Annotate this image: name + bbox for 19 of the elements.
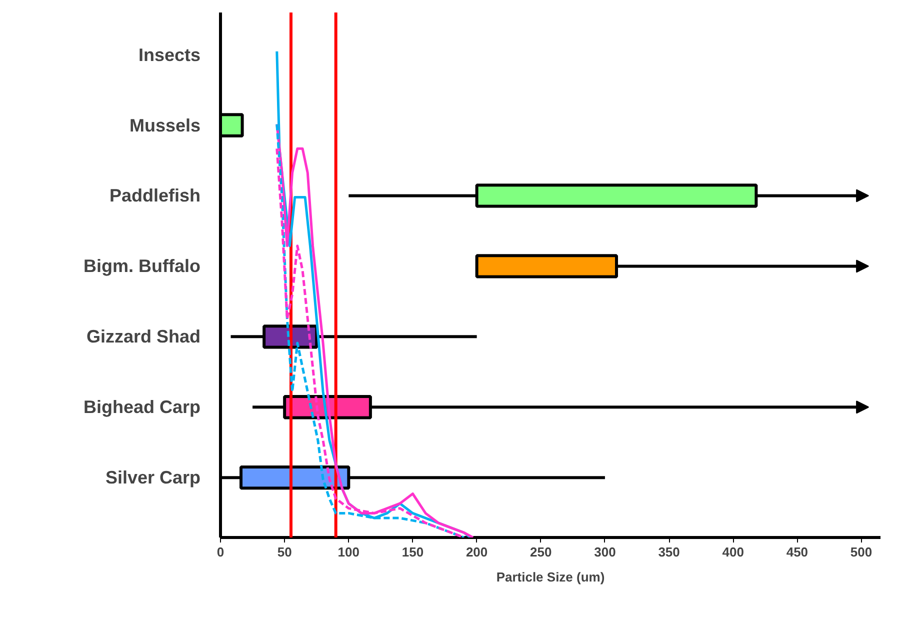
x-tick-label: 400 xyxy=(722,544,744,560)
x-tick-label: 250 xyxy=(530,544,552,560)
x-tick-label: 0 xyxy=(216,544,224,560)
x-tick-label: 50 xyxy=(277,544,292,560)
x-tick-label: 300 xyxy=(594,544,616,560)
x-tick-label: 500 xyxy=(850,544,872,560)
x-tick-label: 150 xyxy=(402,544,424,560)
y-tick-label: Silver Carp xyxy=(105,468,201,488)
y-tick-label: Gizzard Shad xyxy=(86,326,201,347)
y-tick-label: Bigm. Buffalo xyxy=(84,256,201,276)
x-tick-label: 100 xyxy=(338,544,360,560)
y-tick-label: Paddlefish xyxy=(109,186,201,206)
y-tick-label: Bighead Carp xyxy=(83,397,201,418)
y-tick-label: Insects xyxy=(138,44,201,65)
x-tick-label: 200 xyxy=(466,544,488,560)
x-tick-label: 450 xyxy=(786,544,808,560)
x-axis-title: Particle Size (um) xyxy=(496,570,605,584)
y-tick-label: Mussels xyxy=(129,115,201,136)
x-tick-label: 350 xyxy=(658,544,680,560)
